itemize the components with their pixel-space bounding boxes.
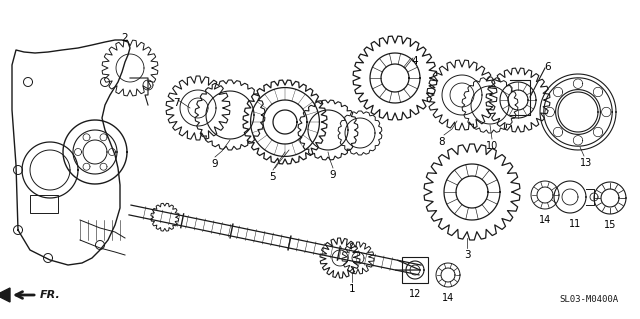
Bar — [30, 195, 58, 213]
Text: 14: 14 — [442, 293, 454, 303]
Text: 13: 13 — [580, 158, 592, 168]
Text: 4: 4 — [412, 56, 419, 66]
Text: 12: 12 — [409, 289, 421, 299]
Text: FR.: FR. — [40, 290, 61, 300]
Text: 9: 9 — [330, 170, 336, 180]
Text: 15: 15 — [604, 220, 616, 230]
Text: 9: 9 — [212, 159, 218, 169]
Polygon shape — [0, 288, 10, 302]
Text: 6: 6 — [545, 62, 551, 72]
Text: 14: 14 — [539, 215, 551, 225]
Text: 5: 5 — [269, 172, 276, 182]
Text: 3: 3 — [464, 250, 470, 260]
Text: 11: 11 — [569, 219, 581, 229]
Text: SL03-M0400A: SL03-M0400A — [559, 295, 618, 304]
Text: 10: 10 — [486, 141, 498, 151]
Text: 8: 8 — [438, 137, 445, 147]
Bar — [402, 257, 428, 283]
Text: 2: 2 — [122, 33, 128, 43]
Text: 1: 1 — [349, 284, 355, 294]
Text: 7: 7 — [173, 98, 179, 108]
